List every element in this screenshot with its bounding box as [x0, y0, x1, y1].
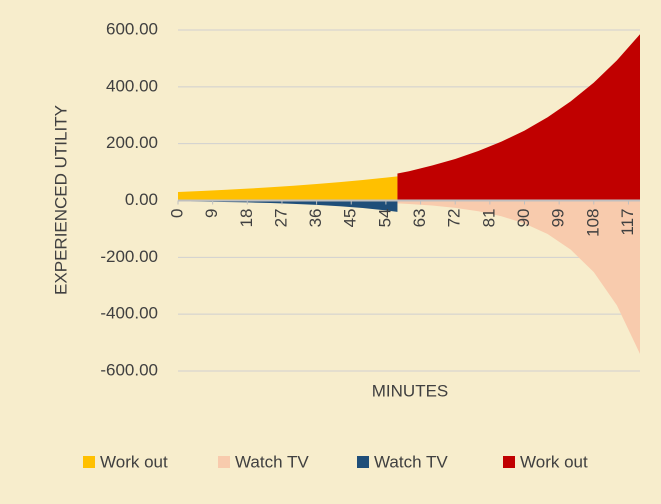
y-tick-label: 600.00	[106, 19, 158, 38]
legend-label: Watch TV	[374, 452, 448, 471]
x-tick-label: 90	[514, 209, 533, 228]
legend-label: Watch TV	[235, 452, 309, 471]
x-tick-label: 99	[549, 209, 568, 228]
legend-label: Work out	[520, 452, 588, 471]
x-tick-label: 45	[341, 209, 360, 228]
y-tick-label: -200.00	[100, 247, 158, 266]
y-axis-title: EXPERIENCED UTILITY	[51, 105, 70, 295]
x-tick-label: 72	[445, 209, 464, 228]
x-axis-title: MINUTES	[372, 381, 449, 400]
legend-swatch	[83, 456, 95, 468]
y-tick-label: 400.00	[106, 76, 158, 95]
x-tick-label: 117	[618, 209, 637, 236]
x-tick-label: 9	[202, 209, 221, 218]
legend-swatch	[503, 456, 515, 468]
x-tick-label: 108	[583, 209, 602, 237]
legend-label: Work out	[100, 452, 168, 471]
x-tick-label: 36	[306, 209, 325, 228]
area	[397, 200, 640, 354]
y-tick-label: 200.00	[106, 133, 158, 152]
x-tick-label: 54	[375, 209, 394, 228]
y-tick-label: -400.00	[100, 304, 158, 323]
area	[178, 176, 398, 201]
y-tick-label: -600.00	[100, 360, 158, 379]
area	[178, 200, 398, 212]
y-tick-label: 0.00	[125, 190, 158, 209]
area	[397, 34, 640, 201]
legend-swatch	[218, 456, 230, 468]
x-tick-label: 63	[410, 209, 429, 228]
x-tick-label: 81	[479, 209, 498, 228]
x-tick-label: 0	[167, 209, 186, 218]
x-tick-label: 18	[237, 209, 256, 228]
x-tick-label: 27	[271, 209, 290, 228]
legend-swatch	[357, 456, 369, 468]
